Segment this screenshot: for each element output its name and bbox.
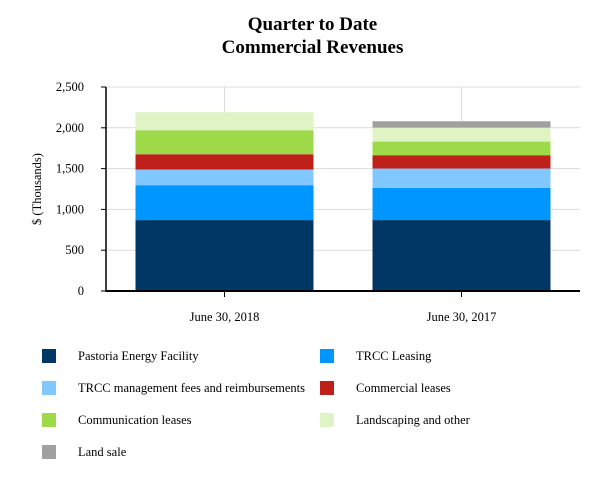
bar-segment: [135, 112, 314, 131]
legend-swatch: [320, 349, 334, 363]
bar-segment: [135, 220, 314, 291]
y-axis-label: $ (Thousands): [30, 153, 44, 225]
y-tick-label: 1,000: [56, 202, 84, 216]
bar-segment: [135, 185, 314, 221]
bar-segment: [135, 154, 314, 170]
legend-label: Land sale: [78, 445, 127, 459]
legend-swatch: [320, 381, 334, 395]
legend-label: TRCC Leasing: [356, 349, 432, 363]
legend-swatch: [42, 413, 56, 427]
bar-segment: [135, 169, 314, 186]
y-tick-label: 500: [65, 243, 84, 257]
y-tick-label: 2,500: [56, 80, 84, 94]
bar-segment: [372, 141, 551, 156]
legend-swatch: [42, 445, 56, 459]
y-tick-label: 1,500: [56, 162, 84, 176]
bar-segment: [372, 127, 551, 142]
y-tick-label: 2,000: [56, 121, 84, 135]
chart-title-line-2: Commercial Revenues: [221, 37, 404, 58]
stacked-bar-chart: 0 500 1,000 1,500 2,000 2,500 June 30, 2018 Jun…: [30, 80, 580, 324]
legend-swatch: [320, 413, 334, 427]
bar-segment: [372, 155, 551, 169]
bar-segment: [135, 130, 314, 155]
bar-segment: [372, 168, 551, 188]
legend-label: Landscaping and other: [356, 413, 470, 427]
bar-segment: [372, 187, 551, 221]
legend-label: TRCC management fees and reimbursements: [78, 381, 306, 395]
y-tick-label: 0: [78, 284, 84, 298]
bar-segment: [372, 220, 551, 291]
bar-segment: [372, 121, 551, 128]
x-tick-label: June 30, 2018: [190, 310, 260, 324]
x-tick-label: June 30, 2017: [427, 310, 497, 324]
legend-label: Pastoria Energy Facility: [78, 349, 199, 363]
legend-swatch: [42, 381, 56, 395]
legend-label: Communication leases: [78, 413, 192, 427]
chart-title-line-1: Quarter to Date: [247, 14, 378, 35]
legend-label: Commercial leases: [356, 381, 451, 395]
legend-swatch: [42, 349, 56, 363]
